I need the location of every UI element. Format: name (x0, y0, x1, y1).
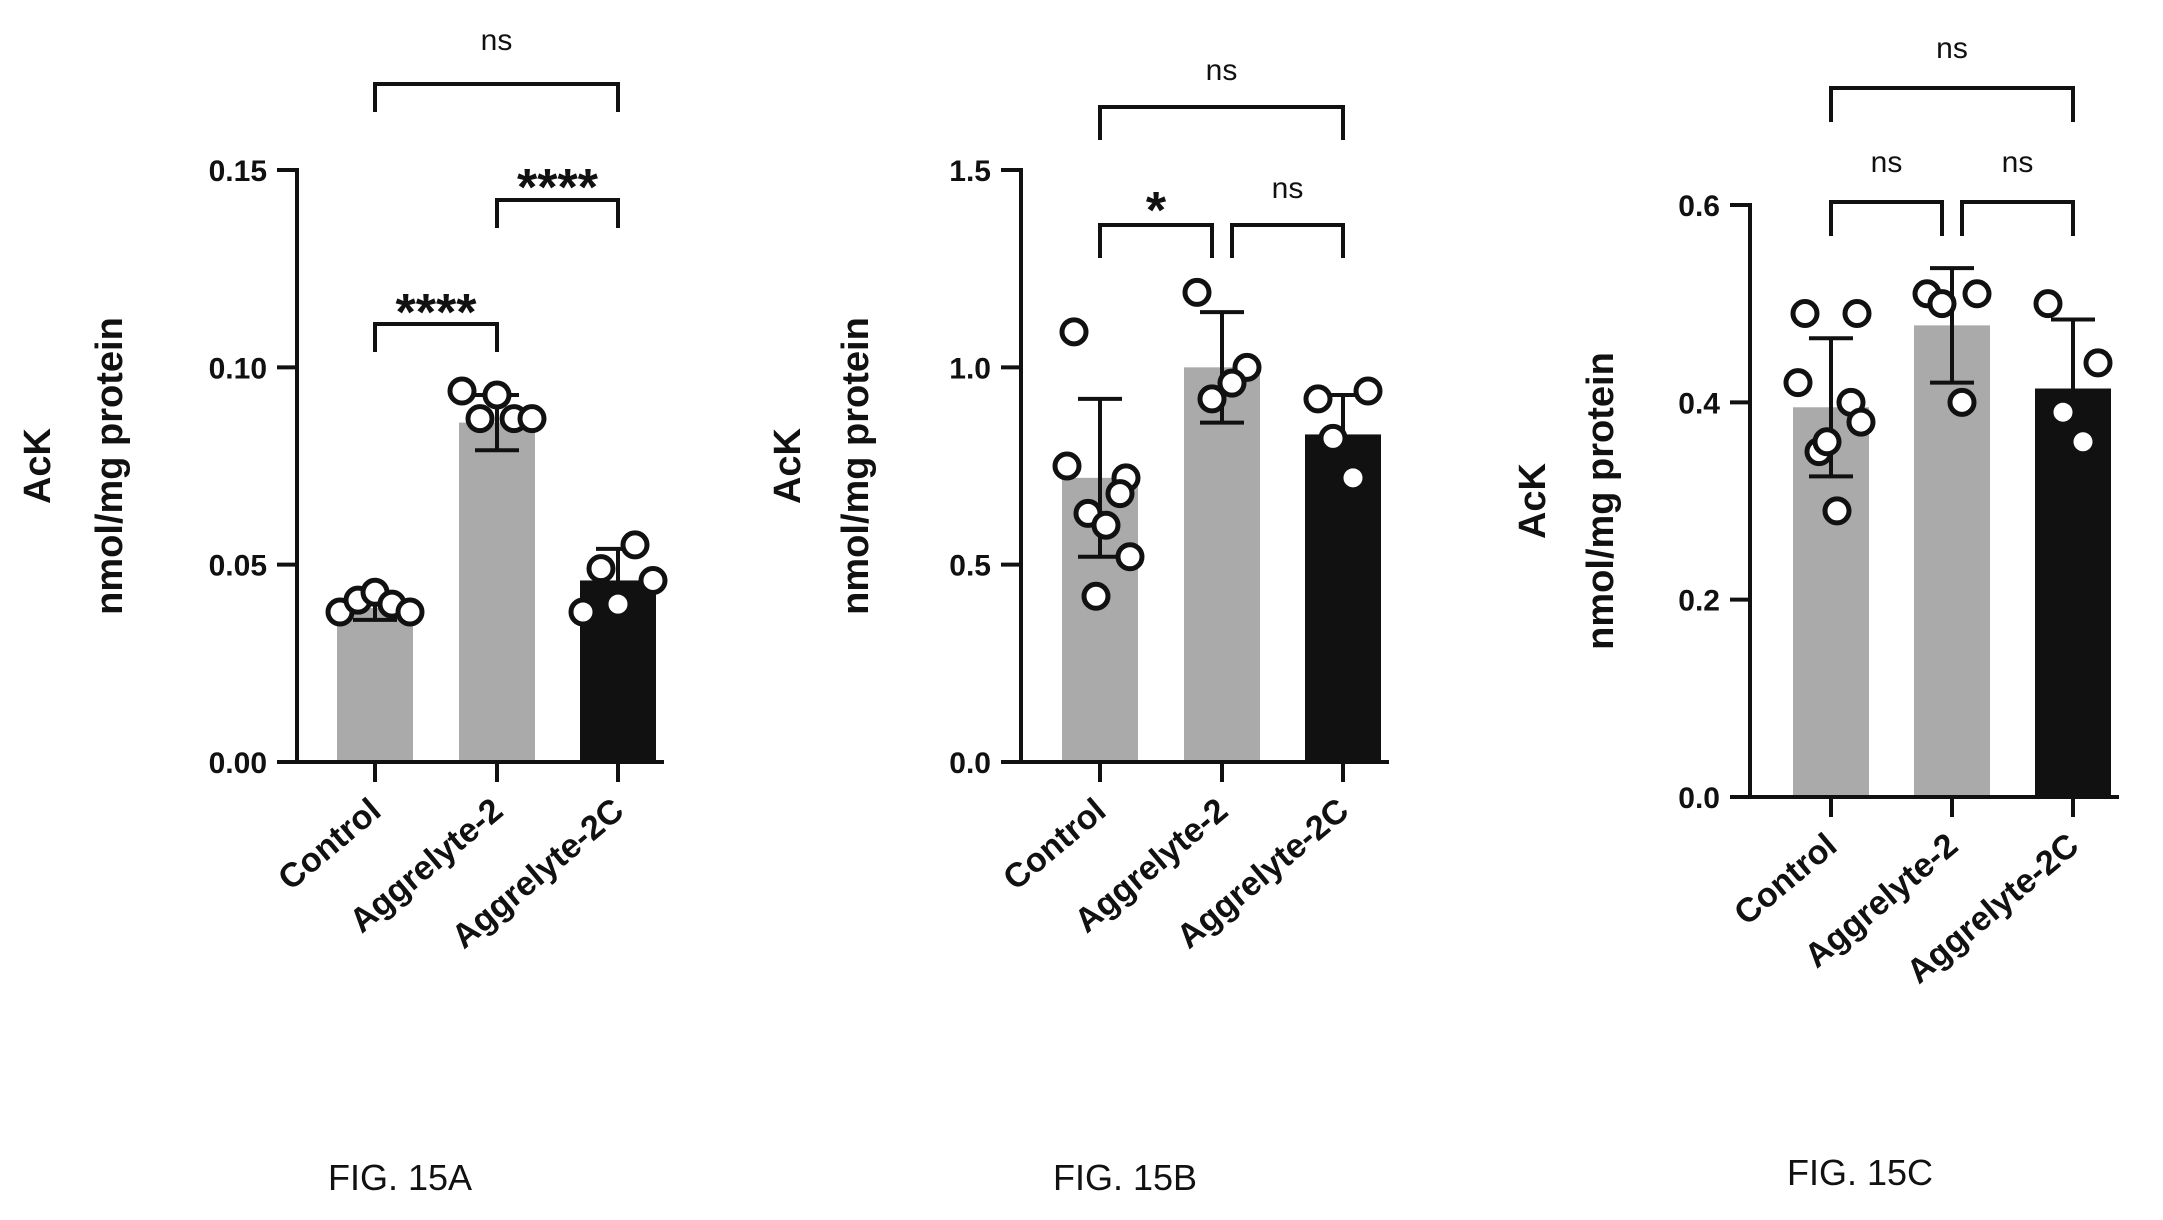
y-axis-title-line1: AcK (17, 427, 59, 504)
data-point (1842, 299, 1872, 329)
significance-bracket (1829, 200, 1944, 236)
significance-bracket (1960, 200, 2075, 236)
significance-bracket (373, 82, 620, 112)
chart-fig-15b: 0.00.51.01.5ControlAggrelyte-2Aggrelyte-… (767, 54, 1389, 1198)
bar-aggrelyte-2c (1305, 434, 1381, 762)
significance-label: ns (2002, 146, 2034, 179)
data-point (395, 597, 425, 627)
category-label: Control (996, 791, 1113, 898)
chart-fig-15a: 0.000.050.100.15ControlAggrelyte-2Aggrel… (17, 24, 668, 1198)
y-tick-label: 0.00 (209, 747, 267, 780)
figure-caption: FIG. 15A (328, 1157, 472, 1198)
data-point (1822, 496, 1852, 526)
data-point (2033, 289, 2063, 319)
data-point (1182, 277, 1212, 307)
data-point (1052, 451, 1082, 481)
data-point (2083, 348, 2113, 378)
data-point (1812, 427, 1842, 457)
data-point (1105, 479, 1135, 509)
data-point (1353, 376, 1383, 406)
data-point (638, 565, 668, 595)
data-point (1846, 407, 1876, 437)
y-tick-label: 0.0 (949, 747, 991, 780)
data-point (2068, 427, 2098, 457)
data-point (2048, 397, 2078, 427)
data-point (586, 554, 616, 584)
y-tick-label: 0.5 (949, 550, 991, 583)
data-point (1927, 289, 1957, 319)
data-point (1115, 542, 1145, 572)
significance-bracket (1098, 223, 1214, 258)
y-axis-title-line1: AcK (1512, 462, 1554, 539)
category-label: Control (271, 791, 388, 898)
data-point (568, 597, 598, 627)
significance-label: ns (481, 24, 513, 57)
significance-label: ns (1936, 32, 1968, 65)
y-axis-title-line2: nmol/mg protein (89, 317, 131, 615)
significance-label: ns (1871, 146, 1903, 179)
y-tick-label: 0.6 (1678, 190, 1720, 223)
y-tick-label: 0.05 (209, 550, 267, 583)
data-point (482, 380, 512, 410)
data-point (1091, 510, 1121, 540)
y-tick-label: 0.10 (209, 352, 267, 385)
data-point (1947, 387, 1977, 417)
data-point (1059, 317, 1089, 347)
data-point (1217, 368, 1247, 398)
y-axis-title-line2: nmol/mg protein (835, 317, 877, 615)
data-point (1081, 581, 1111, 611)
bar-control (337, 608, 413, 762)
data-point (447, 376, 477, 406)
y-tick-label: 1.5 (949, 155, 991, 188)
chart-fig-15c: 0.00.20.40.6ControlAggrelyte-2Aggrelyte-… (1512, 32, 2119, 1193)
y-tick-label: 0.2 (1678, 585, 1720, 618)
y-tick-label: 0.0 (1678, 782, 1720, 815)
significance-bracket (495, 198, 620, 228)
y-tick-label: 0.15 (209, 155, 267, 188)
significance-bracket (1098, 105, 1345, 140)
data-point (603, 589, 633, 619)
data-point (1962, 279, 1992, 309)
data-point (1303, 384, 1333, 414)
y-axis-title-line2: nmol/mg protein (1580, 352, 1622, 650)
data-point (1338, 463, 1368, 493)
data-point (1790, 299, 1820, 329)
data-point (1318, 423, 1348, 453)
y-tick-label: 1.0 (949, 352, 991, 385)
y-tick-label: 0.4 (1678, 387, 1720, 420)
significance-label: ns (1272, 172, 1304, 205)
bar-aggrelyte-2 (1184, 367, 1260, 762)
data-point (1783, 368, 1813, 398)
data-point (1197, 384, 1227, 414)
data-point (620, 530, 650, 560)
figure-caption: FIG. 15C (1787, 1152, 1933, 1193)
data-point (517, 404, 547, 434)
significance-label: ns (1206, 54, 1238, 87)
significance-bracket (1230, 223, 1345, 258)
significance-label: **** (517, 159, 599, 217)
figure-caption: FIG. 15B (1053, 1157, 1197, 1198)
significance-bracket (373, 322, 499, 352)
y-axis-title-line1: AcK (767, 427, 809, 504)
significance-label: * (1146, 182, 1167, 240)
significance-bracket (1829, 86, 2075, 122)
data-point (465, 404, 495, 434)
significance-label: **** (396, 284, 478, 342)
bar-aggrelyte-2 (459, 422, 535, 762)
category-label: Control (1727, 826, 1844, 933)
